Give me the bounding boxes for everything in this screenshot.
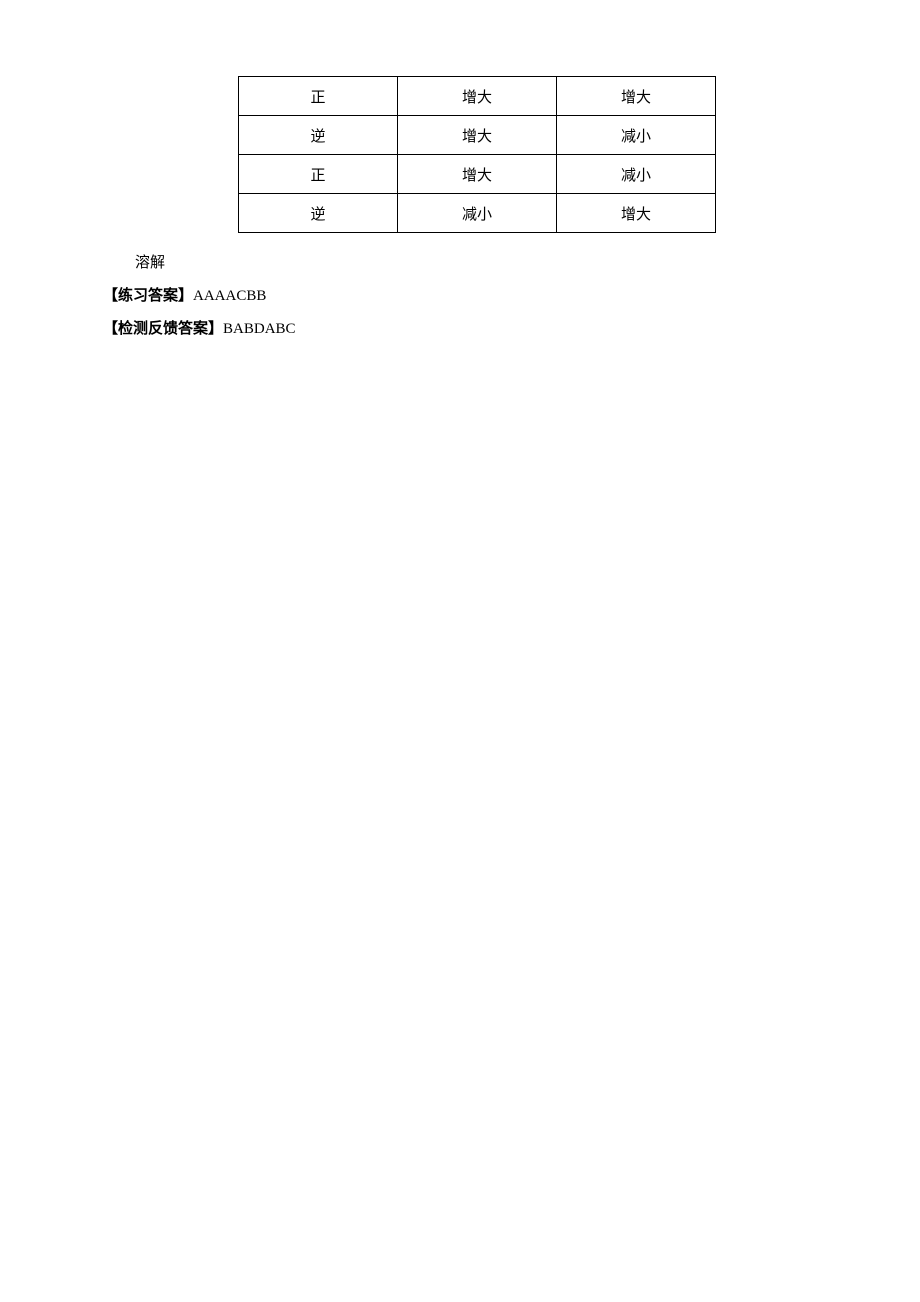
- answer-table-wrapper: 正 增大 增大 逆 增大 减小 正 增大 减小 逆 减小 增大: [238, 76, 817, 233]
- answer-table: 正 增大 增大 逆 增大 减小 正 增大 减小 逆 减小 增大: [238, 76, 716, 233]
- table-cell: 逆: [239, 194, 398, 233]
- dissolve-text: 溶解: [135, 251, 817, 272]
- table-row: 逆 减小 增大: [239, 194, 716, 233]
- practice-answer-line: 【练习答案】AAAACBB: [103, 284, 817, 305]
- feedback-answer-line: 【检测反馈答案】BABDABC: [103, 317, 817, 338]
- table-cell: 增大: [398, 116, 557, 155]
- practice-label: 【练习答案】: [103, 288, 193, 304]
- table-cell: 增大: [398, 77, 557, 116]
- table-cell: 正: [239, 155, 398, 194]
- table-cell: 减小: [557, 116, 716, 155]
- table-row: 正 增大 减小: [239, 155, 716, 194]
- table-cell: 减小: [398, 194, 557, 233]
- table-cell: 正: [239, 77, 398, 116]
- practice-answer: AAAACBB: [193, 288, 266, 304]
- table-cell: 增大: [557, 194, 716, 233]
- table-cell: 增大: [398, 155, 557, 194]
- table-row: 正 增大 增大: [239, 77, 716, 116]
- feedback-label: 【检测反馈答案】: [103, 321, 223, 337]
- table-cell: 逆: [239, 116, 398, 155]
- table-cell: 减小: [557, 155, 716, 194]
- table-cell: 增大: [557, 77, 716, 116]
- table-row: 逆 增大 减小: [239, 116, 716, 155]
- feedback-answer: BABDABC: [223, 321, 296, 337]
